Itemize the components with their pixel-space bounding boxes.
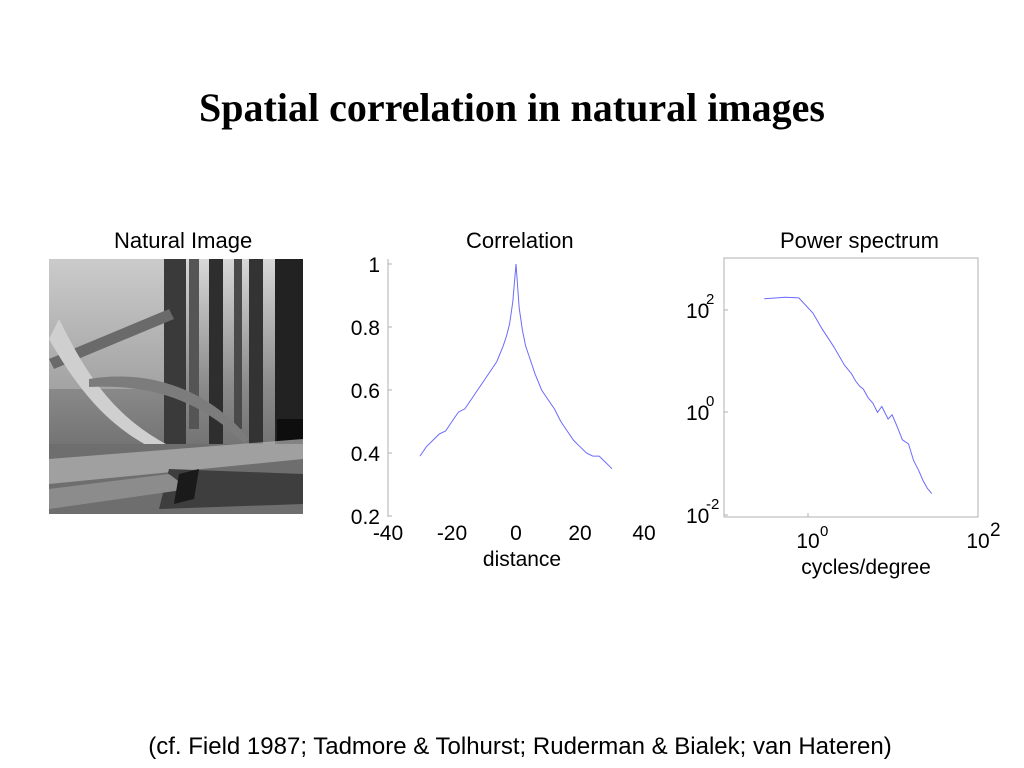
power-x-tick-base: 10 — [966, 530, 989, 553]
correlation-x-tick-label: 0 — [510, 522, 522, 545]
power-spectrum-plot-frame — [723, 257, 979, 518]
power-y-tick-base: 10 — [686, 402, 709, 425]
correlation-y-tick-label: 1 — [368, 254, 380, 277]
natural-image-title: Natural Image — [114, 228, 253, 253]
power-y-tick-base: 10 — [686, 505, 709, 528]
power-x-tick-exponent: 0 — [820, 523, 828, 540]
correlation-x-tick-label: 20 — [568, 522, 591, 545]
correlation-x-axis-label: distance — [483, 548, 561, 571]
correlation-chart-title: Correlation — [466, 228, 574, 253]
correlation-y-tick-label: 0.2 — [351, 506, 380, 529]
correlation-y-tick-label: 0.4 — [351, 443, 381, 466]
correlation-series-line — [419, 263, 613, 470]
citation-text: (cf. Field 1987; Tadmore & Tolhurst; Rud… — [148, 733, 892, 760]
power-y-tick-exponent: 2 — [706, 291, 714, 308]
correlation-y-tick-label: 0.6 — [351, 380, 380, 403]
correlation-x-tick-label: -40 — [373, 522, 403, 545]
power-y-tick-exponent: 0 — [706, 393, 714, 410]
power-x-tick-base: 10 — [796, 530, 819, 553]
power-spectrum-x-axis-label: cycles/degree — [801, 556, 931, 579]
power-y-tick-exponent: -2 — [706, 496, 719, 513]
power-x-tick-exponent: 2 — [990, 520, 1001, 541]
power-spectrum-chart-title: Power spectrum — [780, 228, 939, 253]
correlation-y-tick-label: 0.8 — [351, 317, 380, 340]
slide-title: Spatial correlation in natural images — [199, 85, 825, 130]
correlation-chart: 0.2 0.4 0.6 0.8 1 -40 -20 0 20 40 distance — [351, 254, 656, 571]
natural-image-forest-photo — [49, 259, 303, 514]
power-y-tick-base: 10 — [686, 300, 709, 323]
correlation-x-tick-label: 40 — [632, 522, 655, 545]
correlation-x-tick-label: -20 — [437, 522, 467, 545]
power-spectrum-series-line — [764, 296, 933, 494]
